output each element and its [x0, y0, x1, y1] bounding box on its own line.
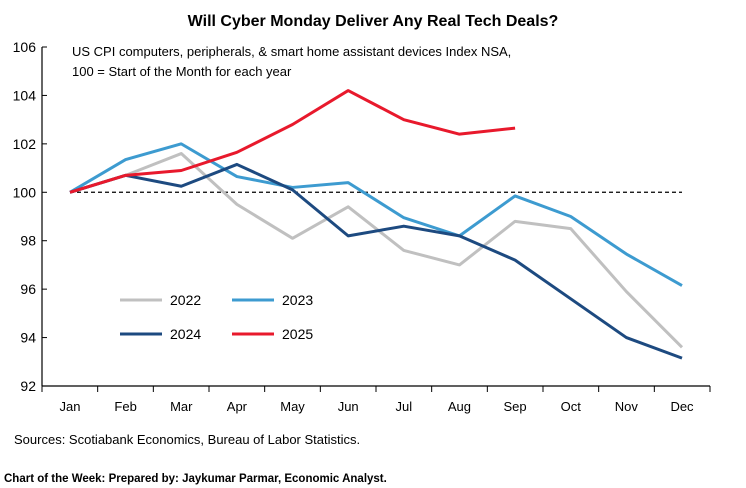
y-tick-label: 100 [13, 184, 37, 200]
y-tick-label: 104 [13, 87, 37, 103]
series-line-2023 [69, 142, 683, 287]
legend-label-2024: 2024 [170, 326, 201, 342]
chart-subtitle-2: 100 = Start of the Month for each year [72, 64, 292, 79]
x-tick-label: Sep [504, 399, 527, 414]
x-tick-label: Jun [338, 399, 359, 414]
y-tick-label: 92 [20, 378, 36, 394]
x-tick-label: Oct [561, 399, 582, 414]
y-tick-label: 96 [20, 281, 36, 297]
y-tick-label: 102 [13, 136, 37, 152]
x-tick-label: Jan [60, 399, 81, 414]
x-tick-label: Apr [227, 399, 248, 414]
x-tick-label: May [280, 399, 305, 414]
series-line-2024 [69, 162, 683, 360]
x-tick-label: Mar [170, 399, 193, 414]
chart-subtitle-1: US CPI computers, peripherals, & smart h… [72, 44, 511, 59]
legend-label-2022: 2022 [170, 292, 201, 308]
x-tick-label: Aug [448, 399, 471, 414]
series-line-2025 [69, 89, 516, 194]
legend-label-2025: 2025 [282, 326, 313, 342]
y-tick-label: 98 [20, 233, 36, 249]
chart-title: Will Cyber Monday Deliver Any Real Tech … [188, 13, 559, 30]
series-line-2022 [69, 152, 684, 349]
footer-note: Chart of the Week: Prepared by: Jaykumar… [4, 473, 387, 485]
source-note: Sources: Scotiabank Economics, Bureau of… [14, 432, 360, 447]
y-tick-label: 106 [13, 39, 37, 55]
y-tick-label: 94 [20, 330, 36, 346]
x-tick-label: Nov [615, 399, 639, 414]
x-tick-label: Feb [114, 399, 136, 414]
x-tick-label: Dec [670, 399, 694, 414]
legend-label-2023: 2023 [282, 292, 313, 308]
x-tick-label: Jul [396, 399, 413, 414]
